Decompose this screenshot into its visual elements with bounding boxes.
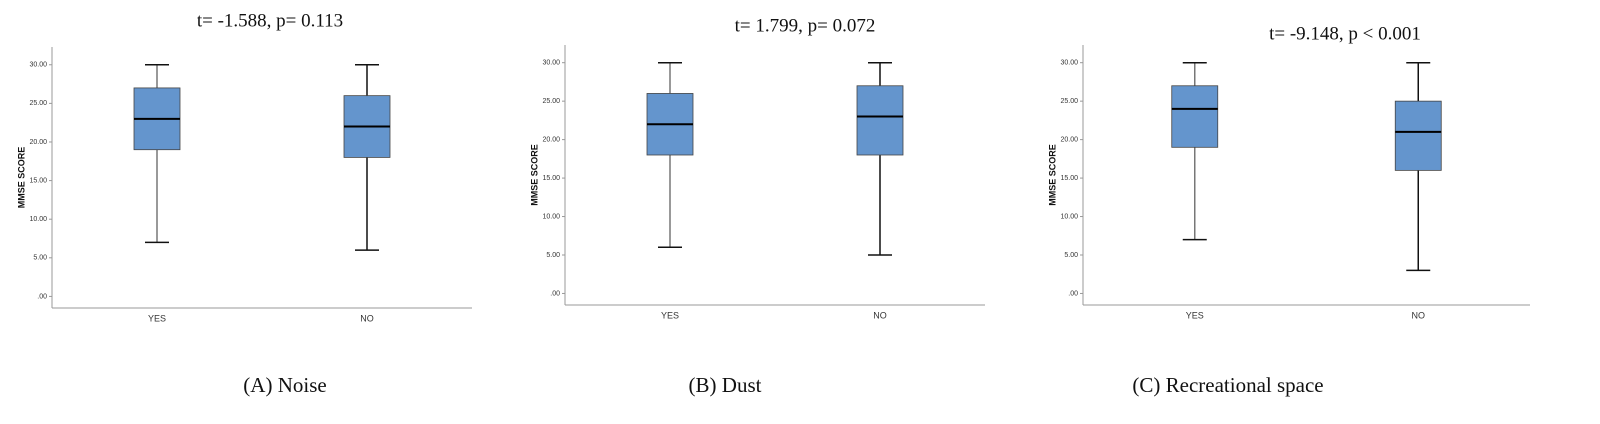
y-tick-label: 20.00 xyxy=(1060,136,1078,143)
y-axis-label: MMSE SCORE xyxy=(16,147,26,209)
y-tick-label: 25.00 xyxy=(542,98,560,105)
caption: (A) Noise xyxy=(243,373,326,397)
box xyxy=(1394,100,1442,171)
y-tick-label: 15.00 xyxy=(1060,175,1078,182)
y-tick-label: 10.00 xyxy=(29,216,47,223)
y-tick-label: 30.00 xyxy=(542,60,560,67)
y-tick-label: 15.00 xyxy=(542,175,560,182)
y-tick-label: .00 xyxy=(1068,290,1078,297)
y-tick-label: 5.00 xyxy=(546,252,560,259)
y-tick-label: 25.00 xyxy=(1060,98,1078,105)
x-tick-label: NO xyxy=(1412,310,1426,320)
caption: (B) Dust xyxy=(689,373,762,397)
y-tick-label: .00 xyxy=(37,293,47,300)
x-tick-label: NO xyxy=(360,313,374,323)
y-axis-label: MMSE SCORE xyxy=(1047,144,1057,206)
x-tick-label: YES xyxy=(1186,310,1204,320)
caption: (C) Recreational space xyxy=(1132,373,1323,397)
chart-title: t= -1.588, p= 0.113 xyxy=(197,10,343,31)
x-tick-label: YES xyxy=(148,313,166,323)
y-tick-label: 30.00 xyxy=(1060,60,1078,67)
y-tick-label: 10.00 xyxy=(1060,213,1078,220)
y-tick-label: 20.00 xyxy=(29,139,47,146)
y-tick-label: 25.00 xyxy=(29,100,47,107)
y-tick-label: 20.00 xyxy=(542,136,560,143)
y-tick-label: 30.00 xyxy=(29,62,47,69)
y-axis-label: MMSE SCORE xyxy=(529,144,539,206)
x-tick-label: NO xyxy=(873,310,887,320)
box xyxy=(1171,85,1219,148)
y-tick-label: 5.00 xyxy=(33,255,47,262)
y-tick-label: 5.00 xyxy=(1064,252,1078,259)
y-tick-label: 10.00 xyxy=(542,213,560,220)
y-tick-label: 15.00 xyxy=(29,177,47,184)
y-tick-label: .00 xyxy=(550,290,560,297)
box xyxy=(856,85,904,156)
chart-title: t= -9.148, p < 0.001 xyxy=(1269,23,1421,44)
chart-title: t= 1.799, p= 0.072 xyxy=(735,15,876,36)
x-tick-label: YES xyxy=(661,310,679,320)
